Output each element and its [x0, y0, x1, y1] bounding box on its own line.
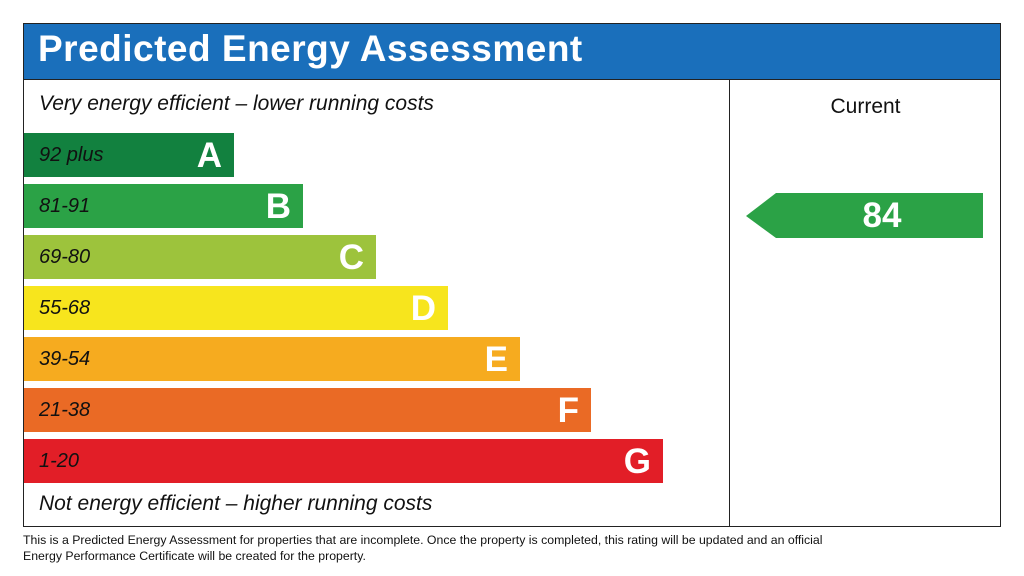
current-rating: 84 — [862, 196, 902, 235]
arrow-shape — [746, 193, 983, 238]
band-letter: F — [557, 391, 579, 430]
band-letter: B — [265, 187, 291, 226]
band-range: 81-91 — [39, 195, 91, 217]
band: 81-91 B — [24, 184, 303, 228]
band-letter: G — [623, 442, 651, 481]
band-range: 92 plus — [39, 144, 104, 166]
frame — [23, 23, 1001, 527]
band-letter: E — [484, 340, 508, 379]
band-letter: D — [410, 289, 436, 328]
title: Predicted Energy Assessment — [38, 28, 583, 69]
band: 69-80 C — [24, 235, 376, 279]
divider — [729, 80, 730, 526]
band-letter: C — [338, 238, 364, 277]
band-range: 1-20 — [39, 450, 80, 472]
band-range: 39-54 — [39, 348, 91, 370]
band-range: 69-80 — [39, 246, 91, 268]
footer: This is a Predicted Energy Assessment fo… — [23, 533, 823, 563]
band: 55-68 D — [24, 286, 448, 330]
header — [24, 24, 1000, 80]
top-note: Very energy efficient – lower running co… — [39, 92, 434, 115]
band-letter: A — [196, 136, 222, 175]
band-range: 55-68 — [39, 297, 91, 319]
band: 21-38 F — [24, 388, 591, 432]
band: 39-54 E — [24, 337, 520, 381]
current-arrow — [746, 193, 983, 238]
current-label: Current — [830, 95, 901, 118]
bottom-note: Not energy efficient – higher running co… — [39, 492, 433, 515]
band: 92 plus A — [24, 133, 234, 177]
band-range: 21-38 — [39, 399, 91, 421]
band: 1-20 G — [24, 439, 663, 483]
